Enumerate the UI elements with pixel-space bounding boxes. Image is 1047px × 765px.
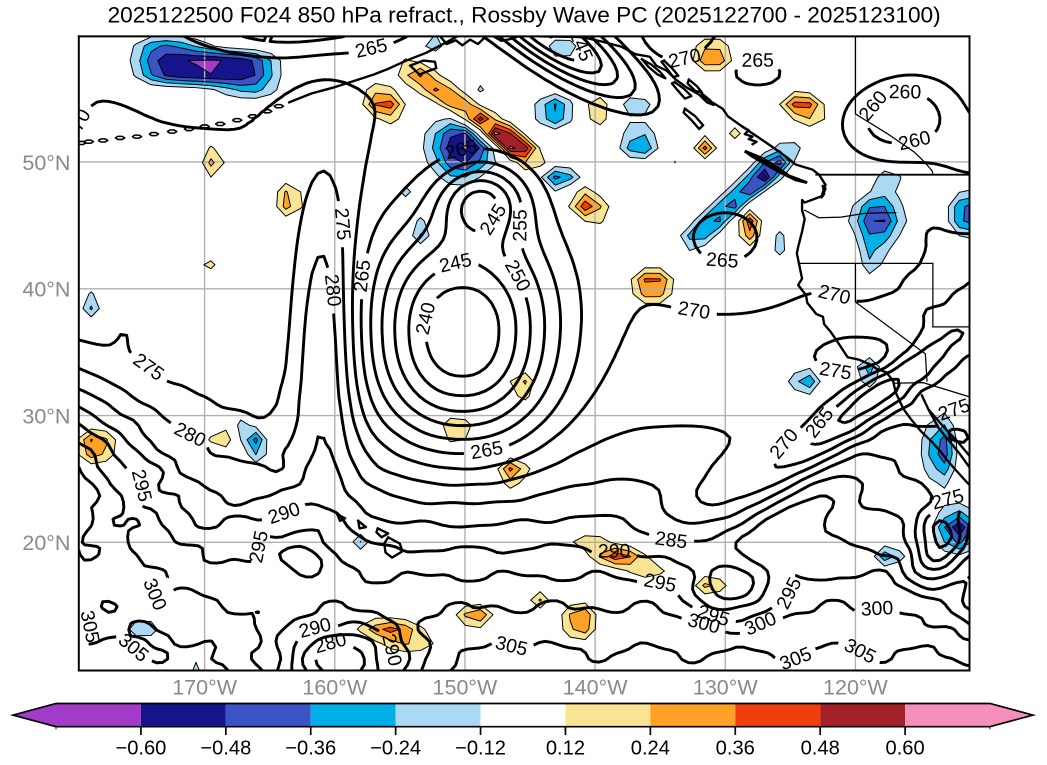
svg-text:30°N: 30°N xyxy=(22,404,70,428)
svg-text:0.12: 0.12 xyxy=(546,737,585,759)
svg-text:260: 260 xyxy=(889,81,922,103)
svg-text:265: 265 xyxy=(350,259,376,294)
svg-text:−0.60: −0.60 xyxy=(115,737,166,759)
svg-text:−0.36: −0.36 xyxy=(285,737,336,759)
svg-text:265: 265 xyxy=(741,50,774,72)
svg-text:290: 290 xyxy=(598,540,631,562)
svg-text:120°W: 120°W xyxy=(823,675,889,699)
svg-text:255: 255 xyxy=(509,209,532,242)
svg-text:−0.24: −0.24 xyxy=(370,737,421,759)
svg-text:265: 265 xyxy=(705,249,739,273)
svg-text:150°W: 150°W xyxy=(433,675,499,699)
svg-text:270: 270 xyxy=(676,297,712,324)
svg-text:20°N: 20°N xyxy=(22,531,70,555)
svg-text:0.36: 0.36 xyxy=(716,737,755,759)
svg-text:0.60: 0.60 xyxy=(886,737,925,759)
svg-text:130°W: 130°W xyxy=(693,675,759,699)
svg-text:0.24: 0.24 xyxy=(631,737,670,759)
svg-text:40°N: 40°N xyxy=(22,278,70,302)
svg-text:160°W: 160°W xyxy=(302,675,368,699)
svg-text:140°W: 140°W xyxy=(563,675,629,699)
svg-text:2025122500 F024 850 hPa refrac: 2025122500 F024 850 hPa refract., Rossby… xyxy=(108,3,941,28)
svg-text:−0.12: −0.12 xyxy=(455,737,506,759)
svg-text:50°N: 50°N xyxy=(22,151,70,175)
svg-text:170°W: 170°W xyxy=(172,675,238,699)
svg-text:275: 275 xyxy=(330,207,355,241)
svg-text:300: 300 xyxy=(860,597,894,621)
svg-text:0.48: 0.48 xyxy=(801,737,840,759)
svg-text:−0.48: −0.48 xyxy=(200,737,251,759)
svg-text:285: 285 xyxy=(654,527,689,553)
svg-text:280: 280 xyxy=(320,273,345,308)
svg-text:275: 275 xyxy=(818,358,854,385)
svg-text:265: 265 xyxy=(469,437,505,464)
